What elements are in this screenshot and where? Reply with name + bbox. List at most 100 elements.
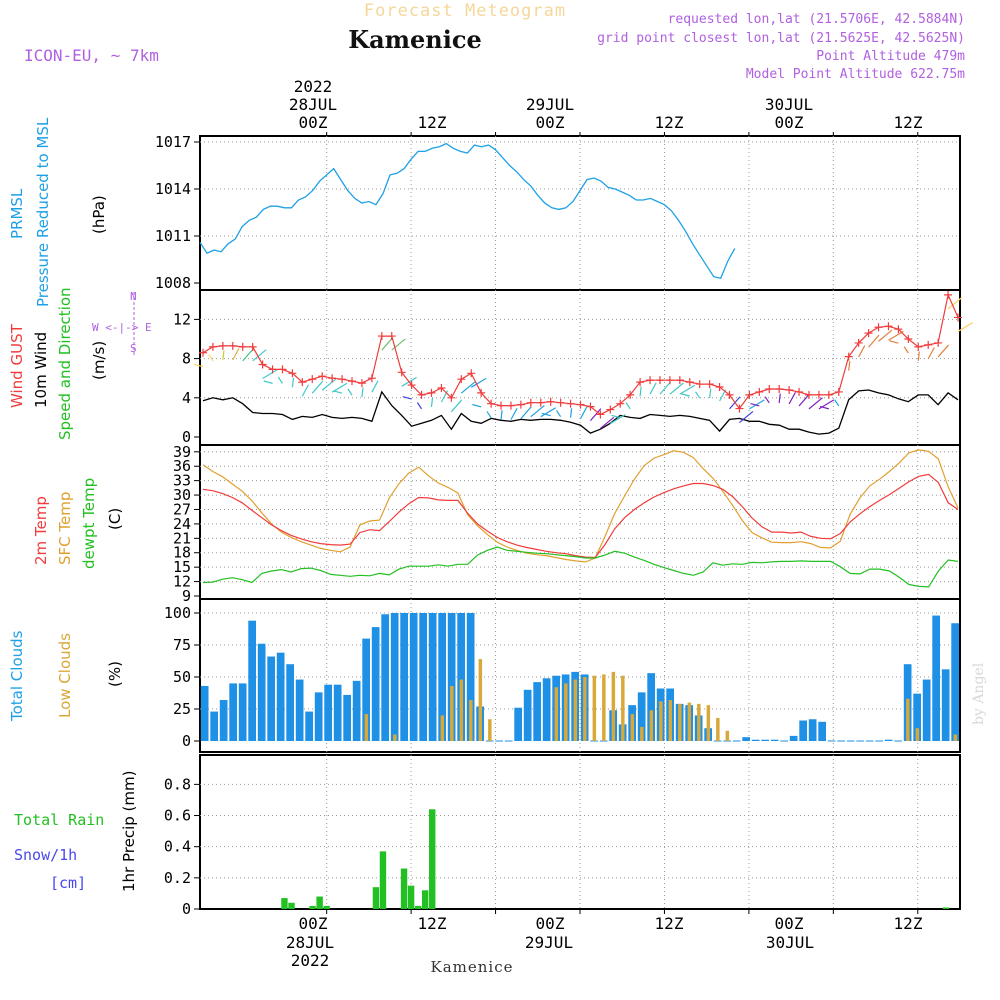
rain-bar xyxy=(309,905,316,909)
total-cloud-bar xyxy=(941,669,950,741)
gust-point xyxy=(944,290,953,299)
gust-point xyxy=(685,378,694,387)
gust-point xyxy=(467,369,476,378)
total-cloud-bar xyxy=(884,739,893,741)
total-cloud-bar xyxy=(390,613,399,741)
rain-bar xyxy=(414,905,422,909)
wind-direction-arrow xyxy=(680,393,690,397)
total-cloud-bar xyxy=(248,620,256,741)
total-cloud-bar xyxy=(808,719,817,741)
precip-label: Total Rain Snow/1h [cm] 1hr Precip (mm) xyxy=(14,771,138,892)
wind-direction-arrow xyxy=(470,377,487,388)
low-cloud-bar xyxy=(364,714,369,741)
wind-direction-arrow xyxy=(361,387,364,398)
wind-direction-arrow xyxy=(262,369,278,379)
bottom-hour-label: 00Z xyxy=(299,914,328,933)
cloud-series xyxy=(200,613,959,742)
gust-point xyxy=(556,398,565,407)
rain-label: Total Rain xyxy=(14,811,104,829)
gust-point xyxy=(258,360,267,369)
watermark: by Angel xyxy=(971,662,987,725)
temp-label-line: 2m Temp xyxy=(32,496,50,565)
gust-point xyxy=(874,323,883,332)
gust-point xyxy=(278,365,287,374)
y-tick-label: 0.2 xyxy=(164,869,191,887)
gust-point xyxy=(397,368,406,377)
low-cloud-bar xyxy=(564,683,568,741)
y-tick-label: 24 xyxy=(173,515,191,533)
total-cloud-bar xyxy=(343,694,351,741)
gust-point xyxy=(655,376,664,385)
wind-direction-arrow xyxy=(788,392,796,405)
gust-point xyxy=(785,385,794,394)
bottom-day-30jul: 30JUL xyxy=(766,933,814,952)
gust-point xyxy=(755,387,764,396)
gust-point xyxy=(775,384,784,393)
gust-point xyxy=(844,352,853,361)
total-cloud-bar xyxy=(219,700,228,741)
wind-direction-arrow xyxy=(277,376,283,384)
total-cloud-bar xyxy=(295,679,304,741)
total-cloud-bar xyxy=(751,739,760,741)
wind-direction-arrow xyxy=(798,393,810,407)
wind-direction-arrow xyxy=(739,410,754,424)
total-cloud-bar xyxy=(257,643,266,741)
total-cloud-bar xyxy=(314,692,323,741)
gust-point xyxy=(367,374,376,383)
total-cloud-bar xyxy=(286,664,294,741)
total-cloud-bar xyxy=(542,678,551,741)
wind-direction-arrow xyxy=(430,397,434,407)
total-cloud-bar xyxy=(647,673,655,741)
low-cloud-bar xyxy=(393,734,397,741)
wind-direction-arrow xyxy=(416,402,423,410)
wind-direction-arrow xyxy=(460,381,476,394)
rain-bar xyxy=(421,890,429,909)
pressure-label-line: PRMSL xyxy=(8,188,26,239)
gust-point xyxy=(208,342,217,351)
bottom-time-axis: 00Z 12Z 00Z 12Z 00Z 12Z 28JUL 29JUL 30JU… xyxy=(286,914,923,970)
total-cloud-bar xyxy=(438,613,446,741)
y-tick-label: 15 xyxy=(173,558,191,576)
low-cloud-bar xyxy=(592,675,597,741)
low-cloud-bar xyxy=(687,702,692,741)
gust-point xyxy=(675,376,684,385)
temperature-label: 2m Temp SFC Temp dewpt Temp (C) xyxy=(32,478,124,569)
gust-point xyxy=(934,338,943,347)
gust-point xyxy=(308,375,317,384)
gust-point xyxy=(834,387,843,396)
y-tick-label: 0 xyxy=(182,900,191,918)
y-tick-label: 33 xyxy=(173,472,191,490)
top-hour-label: 00Z xyxy=(536,113,565,132)
wind-direction-arrow xyxy=(750,402,760,407)
rain-bar xyxy=(407,885,415,909)
wind-direction-arrow xyxy=(530,405,545,418)
low-cloud-bar xyxy=(716,717,720,741)
wind-direction-arrow xyxy=(541,412,551,417)
bottom-hour-label: 12Z xyxy=(655,914,684,933)
gust-point xyxy=(328,374,337,383)
y-tick-label: 18 xyxy=(173,544,191,562)
y-tick-label: 12 xyxy=(173,573,191,591)
y-tick-label: 0.4 xyxy=(164,838,191,856)
compass-s: S xyxy=(130,342,137,355)
y-tick-label: 25 xyxy=(173,700,191,718)
wind-direction-arrow xyxy=(778,393,781,404)
gust-point xyxy=(665,376,674,385)
top-hour-label: 12Z xyxy=(655,113,684,132)
wind-direction-arrow xyxy=(625,402,631,410)
wind-direction-arrow xyxy=(472,403,482,408)
total-cloud-bar xyxy=(514,707,522,741)
location-title: Kamenice xyxy=(348,25,482,54)
top-day-29jul: 29JUL xyxy=(526,95,574,114)
total-cloud-bar xyxy=(324,684,332,741)
gust-point xyxy=(576,400,585,409)
wind-direction-arrow xyxy=(937,344,950,358)
y-tick-label: 27 xyxy=(173,500,191,518)
gust-point xyxy=(199,348,207,357)
low-cloud-bar xyxy=(459,679,464,741)
rain-bar xyxy=(323,905,330,909)
gust-point xyxy=(646,376,655,385)
low-cloud-bar xyxy=(649,710,654,741)
wind-direction-arrow xyxy=(889,340,899,344)
low-cloud-bar xyxy=(630,714,635,741)
